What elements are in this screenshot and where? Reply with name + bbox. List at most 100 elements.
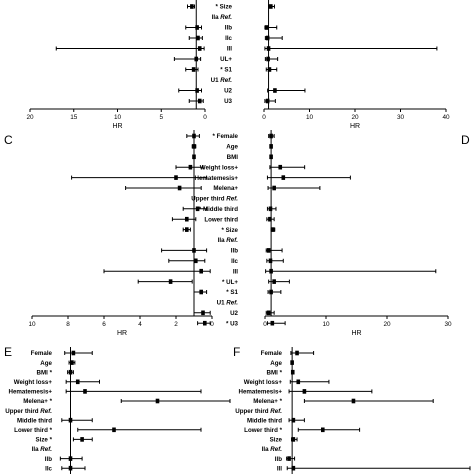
row-label: IIa Ref. [262, 446, 283, 453]
x-tick-label: 20 [351, 114, 359, 121]
row-label: Middle third [17, 417, 52, 424]
row-label: IIc [225, 35, 232, 42]
row-label-text: IIb [45, 456, 52, 463]
x-axis-title: HR [351, 330, 361, 337]
row-label-text: IIc [45, 465, 52, 472]
hr-point [191, 67, 196, 72]
x-tick-label: 2 [174, 321, 178, 328]
hr-point [185, 216, 189, 222]
row-label-suffix: Ref. [269, 446, 283, 453]
hr-point [267, 67, 272, 72]
panel-f: Female Age BMI * Weight loss+ Hematemesis+ Me… [235, 347, 471, 474]
hr-point [197, 98, 202, 104]
hr-point [80, 437, 84, 442]
row-label-text: Melena+ [253, 398, 278, 405]
hr-point [290, 360, 294, 365]
row-label-text: U1 [211, 77, 219, 84]
row-label: Age [226, 144, 238, 151]
hr-point [192, 133, 196, 139]
row-label: Size * [35, 437, 52, 444]
row-label-text: Middle third [17, 417, 52, 424]
hr-point [321, 427, 325, 433]
row-label-suffix: * [48, 427, 53, 434]
row-label: Lower third * [14, 427, 52, 434]
row-label-text: Middle third [247, 417, 282, 424]
row-label: Melena+ [213, 185, 238, 192]
row-label-suffix: * [48, 398, 53, 405]
row-label-suffix: * [278, 427, 283, 434]
hr-point [268, 258, 273, 264]
hr-point [269, 289, 273, 295]
x-tick-label: 20 [383, 321, 391, 328]
row-label-text: Lower third [14, 427, 48, 434]
row-label: IIa Ref. [212, 14, 233, 21]
panel-letter-d: D [461, 133, 470, 147]
row-label: Lower third * [244, 427, 282, 434]
panel-letter-f: F [233, 345, 240, 359]
panel-e: Female Age BMI * Weight loss+ Hematemesis+ Me… [5, 347, 231, 474]
hr-point [70, 360, 74, 365]
row-label-text: IIa [218, 237, 225, 244]
row-label: Upper third Ref. [5, 408, 52, 415]
row-label-text: Size [270, 437, 283, 444]
hr-point [268, 206, 273, 212]
hr-point [68, 456, 73, 461]
row-label: Middle third [247, 417, 282, 424]
hr-point [270, 320, 275, 326]
hr-point [168, 279, 173, 284]
row-label-text: S1 [230, 289, 238, 296]
hr-point [194, 56, 199, 62]
row-label-text: III [233, 268, 238, 275]
row-label: Female [261, 350, 283, 357]
hr-point [272, 185, 276, 191]
row-label: Hematemesis+ [8, 389, 52, 396]
hr-point [197, 46, 202, 51]
x-tick-label: 10 [114, 114, 122, 121]
row-label-star: * [221, 227, 225, 234]
panel-d: 0 10 20 30 HR [263, 130, 452, 337]
hr-point [68, 369, 73, 375]
row-label-star: * [213, 133, 217, 140]
row-label: IIa Ref. [32, 446, 53, 453]
hr-point [295, 350, 299, 356]
hr-point [195, 206, 200, 212]
hr-point [174, 175, 178, 180]
row-label: BMI * [37, 369, 53, 376]
hr-point [185, 227, 189, 232]
x-tick-label: 5 [159, 114, 163, 121]
row-label-text: Weight loss+ [200, 164, 239, 171]
row-label-suffix: Ref. [225, 300, 239, 307]
row-label: Female [31, 350, 53, 357]
hr-point [75, 379, 80, 385]
row-label-text: BMI [227, 154, 239, 161]
panel-c: 10 8 6 4 2 0 HR * Female Age BMI Weight loss+ Hemat… [28, 130, 239, 337]
row-label: Melena+ * [253, 398, 282, 405]
hr-point [266, 56, 270, 62]
row-label-text: Age [40, 360, 52, 367]
row-label-star: * [226, 320, 230, 327]
x-tick-label: 40 [442, 114, 450, 121]
hr-point [190, 4, 194, 9]
row-label-text: U3 [224, 98, 232, 105]
row-label-text: Melena+ [23, 398, 48, 405]
hr-point [192, 154, 196, 160]
hr-point [196, 35, 200, 41]
hr-point [281, 175, 286, 180]
row-label-text: Hematemesis+ [238, 389, 282, 396]
hr-point [269, 4, 273, 9]
row-label-text: Female [217, 133, 239, 140]
row-label-text: Upper third [191, 196, 225, 203]
row-label-text: IIa [32, 446, 39, 453]
hr-point [269, 154, 273, 160]
hr-point [287, 456, 291, 461]
row-label-text: U2 [224, 88, 232, 95]
row-label-text: Size [226, 227, 239, 234]
row-label-star: * [199, 206, 203, 213]
row-label: III [233, 268, 238, 275]
hr-point [155, 398, 160, 404]
x-tick-label: 0 [203, 114, 207, 121]
row-label-suffix: * [48, 369, 53, 376]
hr-point [266, 248, 271, 253]
hr-point [291, 437, 296, 442]
